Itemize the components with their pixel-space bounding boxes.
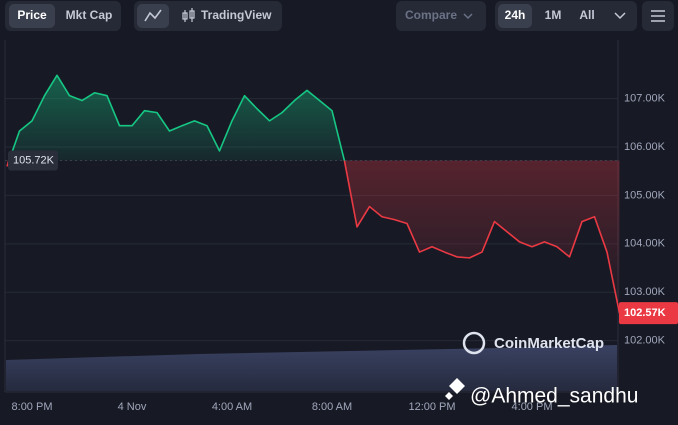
compare-button[interactable] (396, 1, 486, 31)
x-tick-label: 4:00 AM (212, 401, 252, 413)
tab-active[interactable] (9, 4, 55, 28)
y-tick-label: 103.00K (624, 286, 666, 298)
volume-area (6, 345, 617, 391)
watermark-logo (462, 331, 486, 355)
tab-mktcap[interactable]: Mkt Cap (66, 8, 113, 22)
range-caret[interactable] (614, 12, 626, 20)
range-24h[interactable]: 24h (505, 8, 526, 22)
tool-group (134, 1, 282, 31)
range-1m[interactable]: 1M (545, 8, 562, 22)
range-active[interactable] (498, 4, 532, 28)
x-tick-label: 4:00 PM (512, 401, 553, 413)
last-price-label: 102.57K (624, 307, 666, 319)
watermark-text: CoinMarketCap (494, 335, 604, 352)
range-all[interactable]: All (579, 8, 594, 22)
y-tick-label: 105.00K (624, 189, 666, 201)
candle-icon (182, 8, 195, 22)
price-line (6, 74, 621, 314)
settings-icon (651, 10, 665, 22)
price-area (7, 75, 620, 314)
overlay-logo (445, 378, 465, 400)
tab-price[interactable]: Price (17, 8, 47, 22)
compare-label: Compare (405, 8, 457, 22)
x-tick-label: 8:00 AM (312, 401, 352, 413)
baseline-label-box (8, 150, 58, 171)
y-tick-label: 106.00K (624, 141, 666, 153)
plot: 102.00K 103.00K 104.00K 105.00K 106.00K 107.0… (5, 74, 678, 413)
baseline-label: 105.72K (13, 154, 55, 166)
tradingview-button[interactable]: TradingView (201, 8, 272, 22)
x-tick-label: 12:00 PM (408, 401, 455, 413)
y-tick-label: 107.00K (624, 92, 666, 104)
y-tick-label: 104.00K (624, 238, 666, 250)
x-tick-label: 8:00 PM (12, 401, 53, 413)
compare-caret (463, 13, 473, 20)
line-icon (144, 9, 162, 22)
watermark: CoinMarketCap (462, 331, 604, 355)
x-tick-label: 4 Nov (118, 401, 147, 413)
overlay-text: @Ahmed_sandhu (470, 385, 638, 408)
last-price-box (619, 302, 678, 325)
y-tick-label: 102.00K (624, 335, 666, 347)
